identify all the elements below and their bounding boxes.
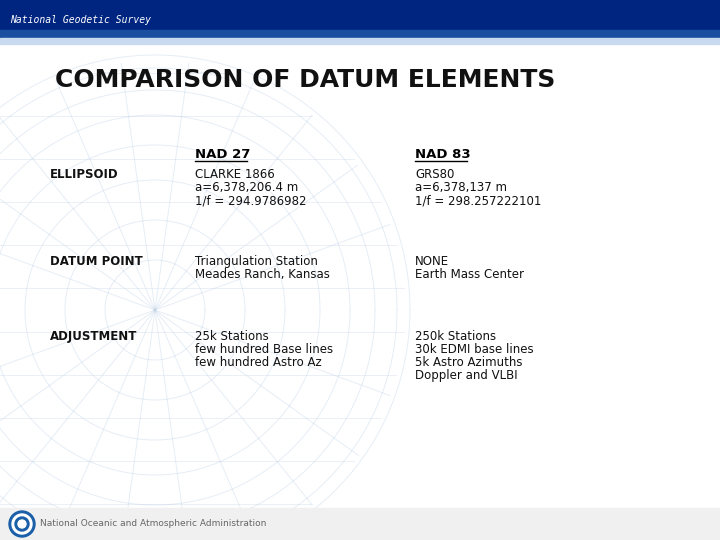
Text: 1/f = 294.9786982: 1/f = 294.9786982 — [195, 194, 307, 207]
Circle shape — [15, 517, 29, 531]
Bar — [0, 30, 720, 38]
Text: National Oceanic and Atmospheric Administration: National Oceanic and Atmospheric Adminis… — [40, 519, 266, 529]
Text: 30k EDMI base lines: 30k EDMI base lines — [415, 343, 534, 356]
Text: National Geodetic Survey: National Geodetic Survey — [10, 15, 151, 25]
Bar — [0, 0, 720, 30]
Text: Triangulation Station: Triangulation Station — [195, 255, 318, 268]
Text: a=6,378,137 m: a=6,378,137 m — [415, 181, 507, 194]
Circle shape — [9, 511, 35, 537]
Text: a=6,378,206.4 m: a=6,378,206.4 m — [195, 181, 298, 194]
Text: Meades Ranch, Kansas: Meades Ranch, Kansas — [195, 268, 330, 281]
Text: NAD 27: NAD 27 — [195, 148, 251, 161]
Bar — [0, 38, 720, 44]
Text: NONE: NONE — [415, 255, 449, 268]
Text: NAD 83: NAD 83 — [415, 148, 471, 161]
Text: Doppler and VLBI: Doppler and VLBI — [415, 369, 518, 382]
Text: 25k Stations: 25k Stations — [195, 330, 269, 343]
Text: 5k Astro Azimuths: 5k Astro Azimuths — [415, 356, 523, 369]
Text: 1/f = 298.257222101: 1/f = 298.257222101 — [415, 194, 541, 207]
Text: few hundred Base lines: few hundred Base lines — [195, 343, 333, 356]
Circle shape — [12, 514, 32, 534]
Circle shape — [18, 520, 26, 528]
Text: 250k Stations: 250k Stations — [415, 330, 496, 343]
Polygon shape — [200, 0, 720, 30]
Text: CLARKE 1866: CLARKE 1866 — [195, 168, 275, 181]
Text: DATUM POINT: DATUM POINT — [50, 255, 143, 268]
Bar — [0, 508, 720, 540]
Text: ADJUSTMENT: ADJUSTMENT — [50, 330, 138, 343]
Text: GRS80: GRS80 — [415, 168, 454, 181]
Text: COMPARISON OF DATUM ELEMENTS: COMPARISON OF DATUM ELEMENTS — [55, 68, 555, 92]
Text: few hundred Astro Az: few hundred Astro Az — [195, 356, 322, 369]
Text: ELLIPSOID: ELLIPSOID — [50, 168, 119, 181]
Text: Earth Mass Center: Earth Mass Center — [415, 268, 524, 281]
